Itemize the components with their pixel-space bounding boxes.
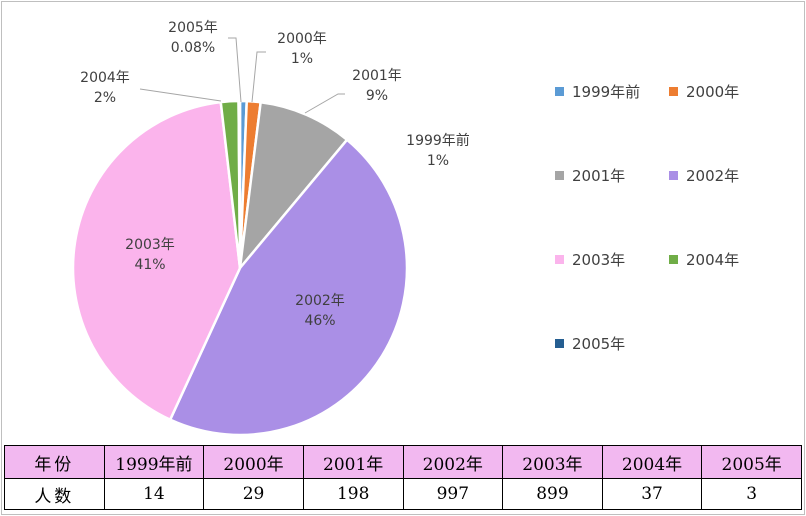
year-cell: 2002年 [402, 445, 504, 479]
year-cell: 2000年 [203, 445, 304, 479]
legend-label: 2002年 [686, 167, 739, 185]
count-cell: 899 [502, 478, 603, 510]
data-label-name: 2005年 [168, 20, 218, 36]
count-cell: 3 [701, 478, 802, 510]
pie-slice [168, 138, 409, 437]
legend-label: 2004年 [686, 251, 739, 269]
count-cell: 29 [203, 478, 304, 510]
legend-label: 2005年 [572, 335, 625, 353]
data-label-percent: 41% [134, 257, 165, 273]
data-label-percent: 46% [304, 313, 335, 329]
year-cell: 2004年 [601, 445, 703, 479]
data-label-name: 2000年 [277, 31, 327, 47]
legend-swatch [555, 171, 564, 180]
leader-lines [139, 37, 345, 114]
year-cell: 1999年前 [103, 445, 205, 479]
data-label-percent: 1% [291, 51, 313, 67]
table-value-row: 人数 14 29 198 997 899 37 3 [4, 478, 802, 510]
leader-line [139, 88, 222, 102]
data-label-name: 2001年 [352, 68, 402, 84]
data-label-name: 2002年 [295, 293, 345, 309]
legend-label: 1999年前 [572, 83, 640, 101]
legend-swatch [555, 255, 564, 264]
data-label-percent: 1% [427, 153, 449, 169]
year-cell: 2001年 [302, 445, 404, 479]
legend: 1999年前 2000年 2001年 2002年 2003年 2004年 2005年 [555, 83, 739, 353]
count-cell: 997 [402, 478, 504, 510]
legend-swatch [669, 87, 678, 96]
legend-swatch [555, 87, 564, 96]
leader-line [228, 37, 242, 103]
count-cell: 198 [302, 478, 404, 510]
count-cell: 14 [103, 478, 205, 510]
pie-slice [71, 100, 242, 422]
year-cell: 2003年 [502, 445, 603, 479]
pie-slice [237, 99, 242, 269]
legend-swatch [555, 339, 564, 348]
leader-line [304, 93, 345, 114]
year-cell: 2005年 [701, 445, 802, 479]
count-cell: 37 [601, 478, 703, 510]
legend-swatch [669, 255, 678, 264]
pie-chart: 1999年前 1% 2000年 1% 2001年 9% 2002年 46% 2003年 41% 20… [71, 20, 739, 437]
pie-slices [71, 99, 409, 437]
table-header-row: 年份 1999年前 2000年 2001年 2002年 2003年 2004年 … [4, 445, 802, 479]
count-header-cell: 人数 [4, 478, 105, 510]
data-label-name: 2003年 [125, 237, 175, 253]
pie-slice [238, 100, 349, 273]
data-labels: 1999年前 1% 2000年 1% 2001年 9% 2002年 46% 2003年 41% 20… [80, 20, 470, 329]
data-table: 年份 1999年前 2000年 2001年 2002年 2003年 2004年 … [4, 445, 802, 510]
data-label-percent: 0.08% [171, 40, 215, 56]
legend-label: 2000年 [686, 83, 739, 101]
data-label-percent: 9% [366, 88, 388, 104]
data-label-percent: 2% [94, 90, 116, 106]
legend-swatch [669, 171, 678, 180]
leader-line [251, 51, 266, 103]
data-label-name: 1999年前 [406, 132, 470, 149]
year-header-cell: 年份 [4, 445, 105, 479]
legend-label: 2003年 [572, 251, 625, 269]
data-label-name: 2004年 [80, 70, 130, 86]
legend-label: 2001年 [572, 167, 625, 185]
